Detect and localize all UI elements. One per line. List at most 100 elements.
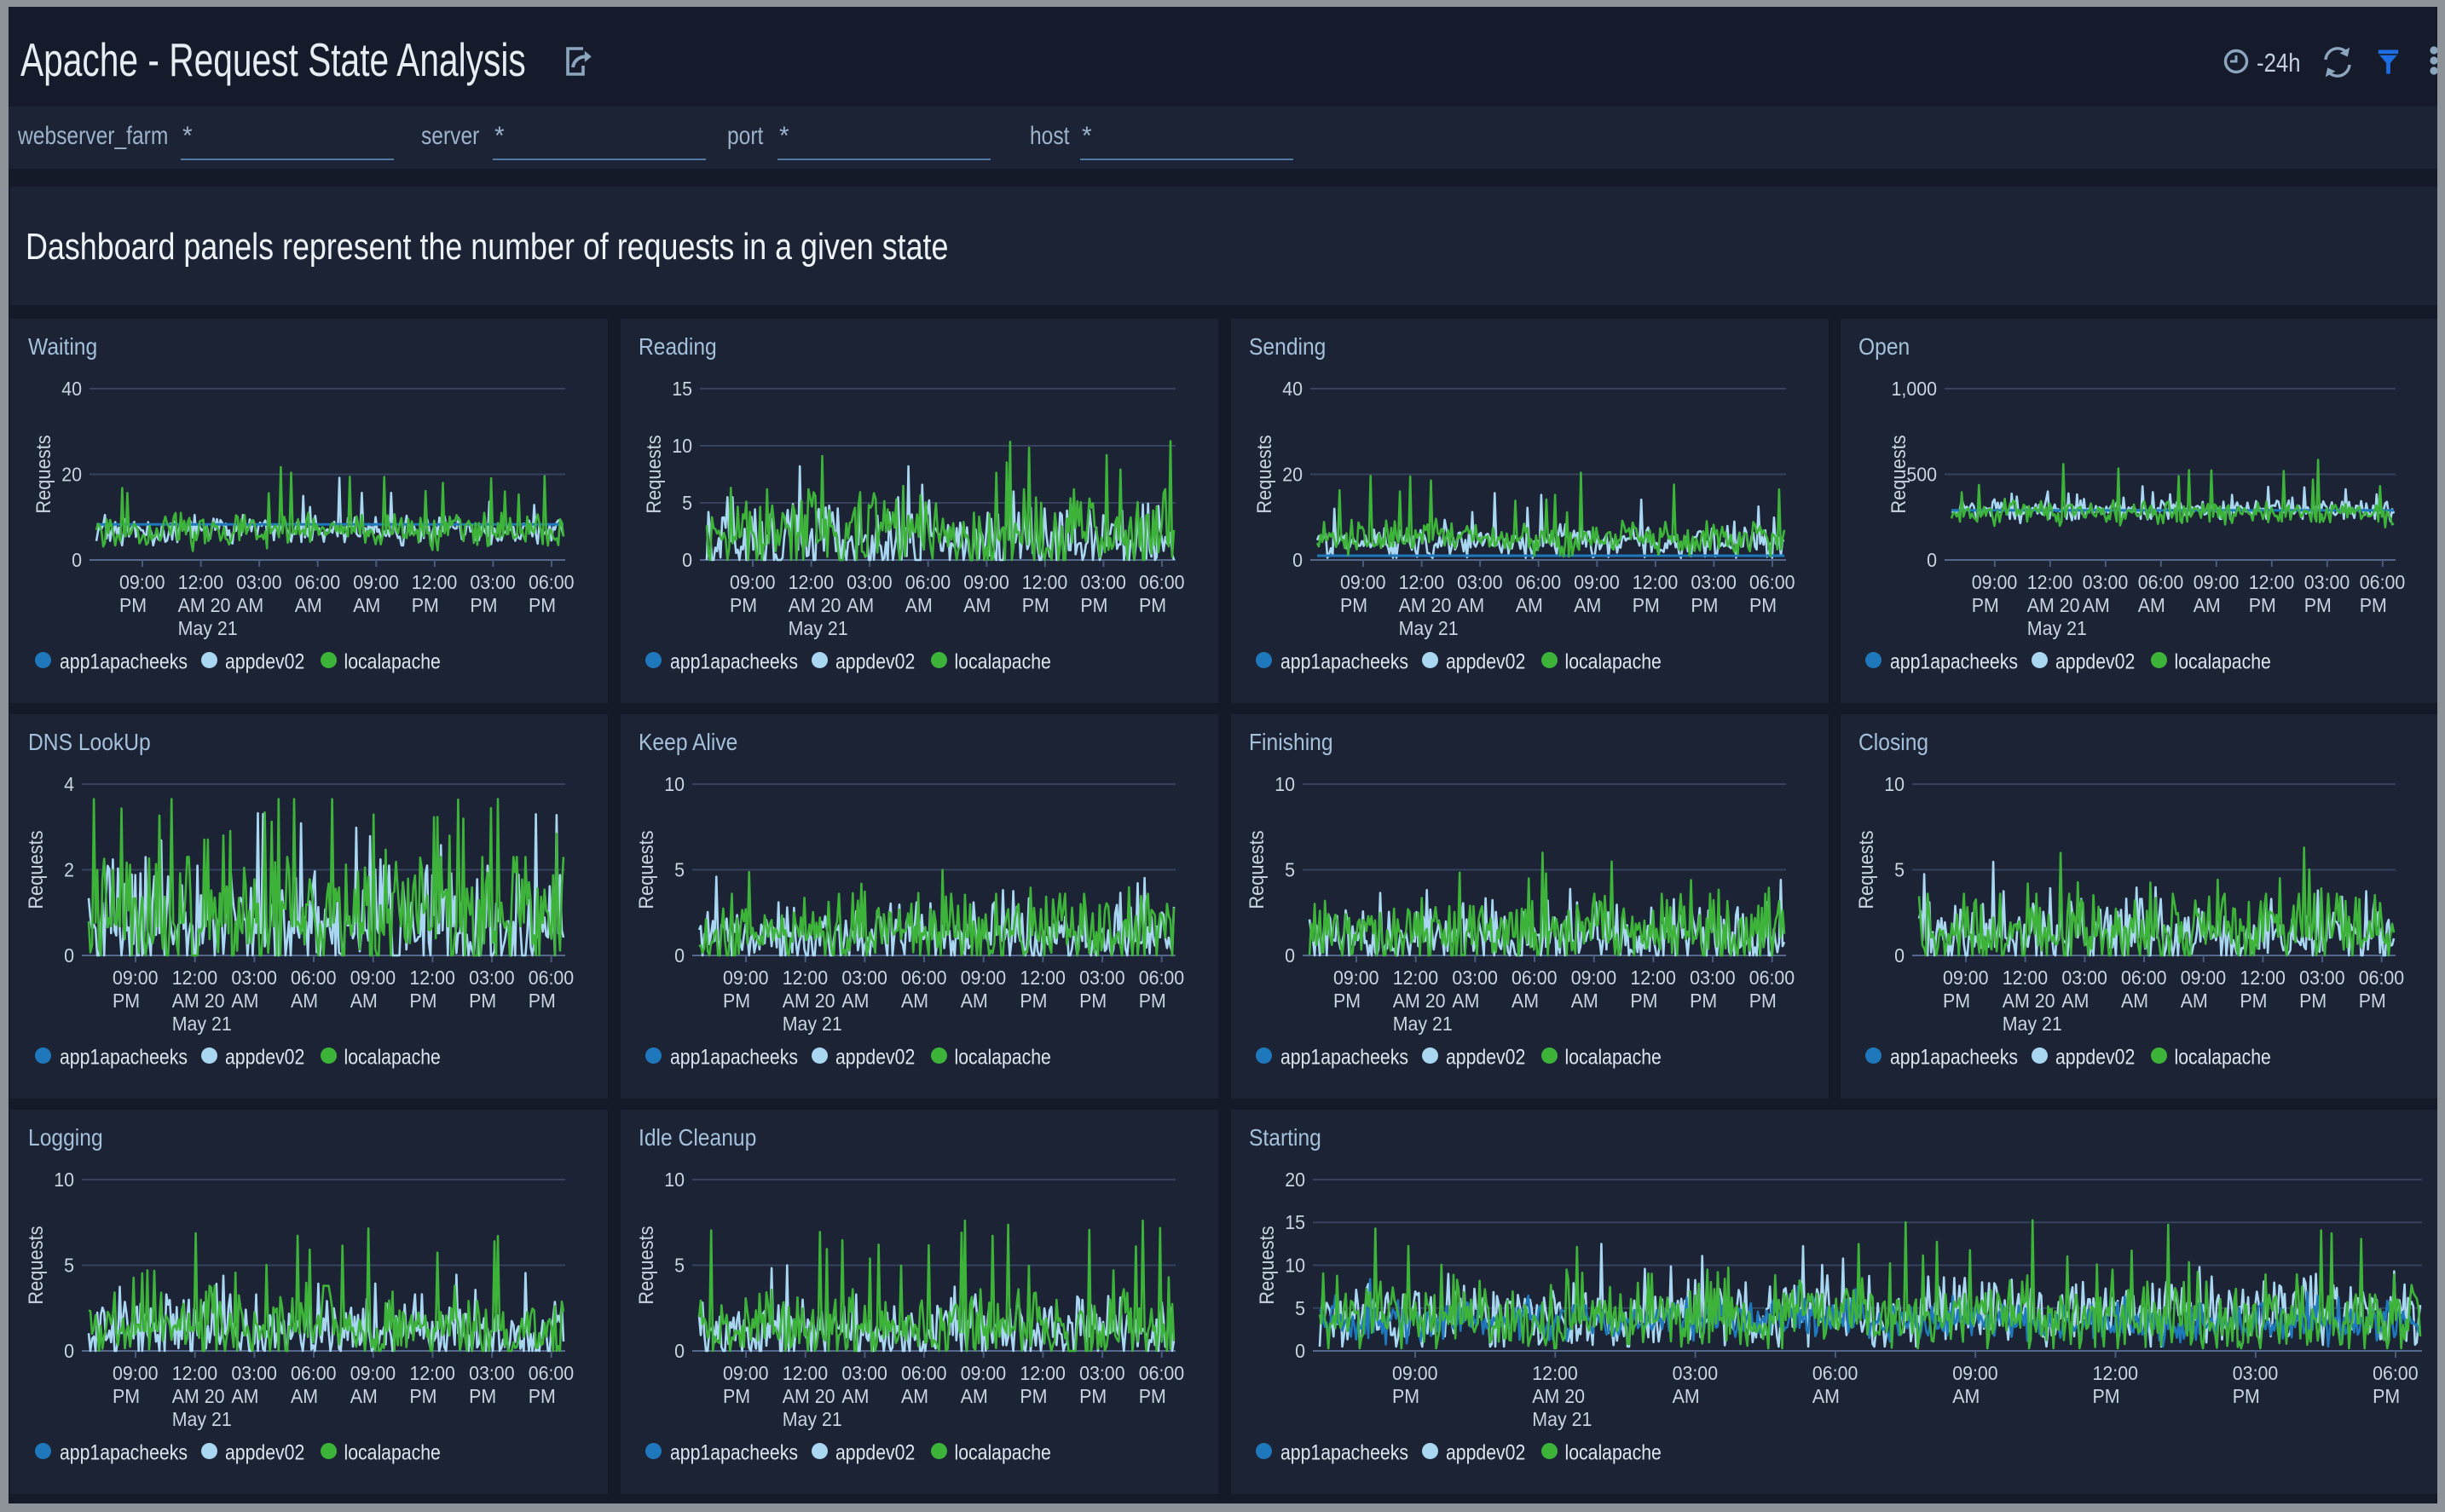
svg-text:app1apacheeks: app1apacheeks (60, 649, 188, 673)
svg-text:12:00: 12:00 (783, 967, 828, 989)
svg-text:PM: PM (409, 1385, 436, 1407)
svg-text:PM: PM (730, 594, 757, 616)
svg-text:May 21: May 21 (2003, 1013, 2062, 1035)
svg-text:PM: PM (113, 990, 140, 1012)
svg-text:app1apacheeks: app1apacheeks (670, 1045, 798, 1069)
svg-text:09:00: 09:00 (1574, 571, 1619, 593)
svg-text:Open: Open (1858, 333, 1910, 361)
svg-text:AM 20: AM 20 (783, 1385, 835, 1407)
svg-text:12:00: 12:00 (1399, 571, 1444, 593)
svg-text:AM: AM (963, 594, 991, 616)
svg-text:PM: PM (1333, 990, 1361, 1012)
svg-text:12:00: 12:00 (409, 967, 454, 989)
svg-text:0: 0 (72, 549, 82, 571)
svg-text:10: 10 (672, 435, 692, 457)
svg-text:0: 0 (674, 944, 685, 967)
svg-text:09:00: 09:00 (113, 967, 158, 989)
svg-text:May 21: May 21 (1532, 1408, 1592, 1430)
svg-text:PM: PM (1392, 1385, 1419, 1407)
svg-text:0: 0 (64, 1340, 74, 1362)
svg-text:AM 20: AM 20 (172, 1385, 225, 1407)
svg-text:09:00: 09:00 (961, 1362, 1006, 1384)
svg-text:app1apacheeks: app1apacheeks (1280, 1440, 1408, 1464)
svg-text:appdev02: appdev02 (2055, 1045, 2135, 1069)
svg-text:Keep Alive: Keep Alive (639, 729, 737, 756)
svg-text:Requests: Requests (1245, 830, 1268, 909)
svg-text:12:00: 12:00 (2003, 967, 2048, 989)
svg-text:PM: PM (469, 990, 496, 1012)
svg-text:0: 0 (1285, 944, 1295, 967)
svg-text:12:00: 12:00 (2027, 571, 2072, 593)
svg-text:06:00: 06:00 (1139, 571, 1184, 593)
svg-text:09:00: 09:00 (1392, 1362, 1437, 1384)
svg-text:Closing: Closing (1858, 729, 1928, 756)
svg-text:0: 0 (1894, 944, 1905, 967)
svg-text:03:00: 03:00 (1691, 571, 1736, 593)
svg-text:06:00: 06:00 (1749, 967, 1795, 989)
svg-text:localapache: localapache (955, 649, 1051, 673)
svg-text:09:00: 09:00 (113, 1362, 158, 1384)
svg-text:09:00: 09:00 (1952, 1362, 1997, 1384)
svg-text:03:00: 03:00 (469, 967, 514, 989)
svg-text:AM: AM (1673, 1385, 1700, 1407)
svg-text:06:00: 06:00 (2360, 571, 2405, 593)
svg-text:1,000: 1,000 (1892, 378, 1937, 400)
svg-text:20: 20 (1282, 464, 1303, 486)
svg-text:AM: AM (847, 594, 874, 616)
svg-text:AM: AM (905, 594, 933, 616)
svg-text:Requests: Requests (24, 830, 47, 909)
svg-text:12:00: 12:00 (1630, 967, 1675, 989)
svg-text:06:00: 06:00 (1749, 571, 1795, 593)
svg-text:Requests: Requests (1887, 435, 1910, 513)
svg-text:09:00: 09:00 (2181, 967, 2226, 989)
svg-text:03:00: 03:00 (2233, 1362, 2278, 1384)
svg-text:Reading: Reading (639, 333, 717, 361)
svg-text:12:00: 12:00 (2249, 571, 2294, 593)
svg-text:10: 10 (1285, 1255, 1305, 1277)
svg-text:03:00: 03:00 (1690, 967, 1735, 989)
svg-text:app1apacheeks: app1apacheeks (60, 1440, 188, 1464)
svg-text:May 21: May 21 (178, 617, 238, 639)
svg-text:0: 0 (674, 1340, 685, 1362)
svg-text:09:00: 09:00 (2194, 571, 2239, 593)
svg-text:PM: PM (1340, 594, 1367, 616)
svg-text:app1apacheeks: app1apacheeks (1890, 649, 2018, 673)
svg-text:12:00: 12:00 (1022, 571, 1067, 593)
svg-text:PM: PM (1749, 990, 1777, 1012)
svg-text:May 21: May 21 (1393, 1013, 1453, 1035)
svg-text:localapache: localapache (2175, 1045, 2271, 1069)
svg-text:03:00: 03:00 (841, 1362, 887, 1384)
svg-text:06:00: 06:00 (901, 967, 946, 989)
svg-text:03:00: 03:00 (469, 1362, 514, 1384)
svg-text:AM: AM (353, 594, 380, 616)
svg-text:03:00: 03:00 (231, 1362, 276, 1384)
svg-text:AM: AM (2138, 594, 2165, 616)
svg-text:AM: AM (2194, 594, 2221, 616)
svg-text:localapache: localapache (344, 1440, 441, 1464)
svg-text:03:00: 03:00 (841, 967, 887, 989)
svg-text:03:00: 03:00 (1079, 1362, 1124, 1384)
svg-text:06:00: 06:00 (901, 1362, 946, 1384)
svg-text:PM: PM (469, 1385, 496, 1407)
svg-text:May 21: May 21 (783, 1013, 842, 1035)
svg-text:PM: PM (113, 1385, 140, 1407)
svg-text:Starting: Starting (1249, 1124, 1321, 1151)
svg-text:AM: AM (291, 1385, 318, 1407)
svg-text:09:00: 09:00 (1571, 967, 1616, 989)
svg-text:localapache: localapache (1565, 1045, 1662, 1069)
svg-text:10: 10 (664, 773, 685, 795)
svg-text:PM: PM (1079, 1385, 1107, 1407)
svg-text:AM 20: AM 20 (1532, 1385, 1585, 1407)
svg-text:AM: AM (295, 594, 322, 616)
svg-text:06:00: 06:00 (2138, 571, 2183, 593)
svg-text:Requests: Requests (1854, 830, 1877, 909)
svg-text:03:00: 03:00 (1673, 1362, 1718, 1384)
svg-text:appdev02: appdev02 (1446, 1440, 1525, 1464)
svg-text:AM: AM (2121, 990, 2148, 1012)
svg-text:May 21: May 21 (789, 617, 848, 639)
svg-text:appdev02: appdev02 (835, 1440, 915, 1464)
svg-text:06:00: 06:00 (1516, 571, 1561, 593)
svg-text:12:00: 12:00 (172, 1362, 217, 1384)
svg-text:15: 15 (1285, 1211, 1305, 1233)
svg-text:0: 0 (1295, 1340, 1305, 1362)
